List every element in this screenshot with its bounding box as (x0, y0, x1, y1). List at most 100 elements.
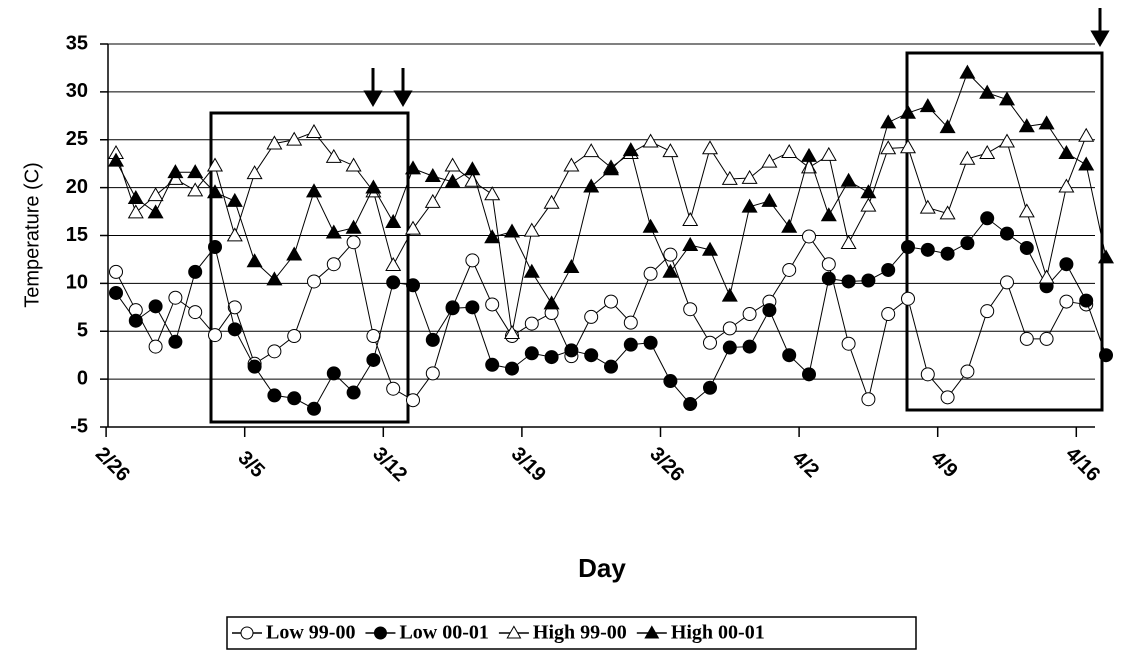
legend-label: Low 00-01 (399, 622, 488, 644)
point (345, 219, 362, 234)
point (722, 340, 737, 355)
point (188, 264, 203, 279)
point (1018, 118, 1035, 133)
point (602, 161, 620, 176)
point (1059, 294, 1074, 309)
point (444, 157, 461, 172)
point (325, 148, 342, 163)
point (465, 300, 480, 315)
point (821, 271, 836, 286)
point (107, 152, 125, 167)
point (583, 178, 600, 193)
point (662, 263, 679, 278)
point (128, 313, 143, 328)
point (424, 193, 441, 208)
point (1038, 115, 1055, 130)
point (643, 266, 658, 281)
point (959, 150, 976, 165)
point (187, 164, 204, 179)
x-tick-label: 4/9 (926, 447, 961, 482)
y-tick-label: 30 (66, 80, 88, 102)
legend-marker (240, 626, 254, 640)
point (741, 169, 758, 184)
point (1019, 240, 1034, 255)
point (385, 257, 402, 272)
point (980, 304, 995, 319)
point (861, 392, 876, 407)
x-axis-label: Day (578, 553, 626, 583)
point (860, 184, 877, 199)
point (623, 337, 638, 352)
legend-marker (644, 625, 660, 639)
point (901, 239, 915, 254)
point (168, 334, 183, 349)
point (584, 309, 599, 324)
point (505, 361, 519, 376)
point (287, 391, 302, 406)
point (524, 346, 539, 361)
y-tick-label: 15 (66, 224, 88, 246)
x-tick-label: 2/26 (91, 443, 134, 486)
point (1019, 331, 1034, 346)
point (148, 299, 163, 314)
point (802, 229, 816, 244)
point (563, 157, 580, 172)
point (1058, 144, 1075, 160)
point (206, 184, 224, 199)
series-line (115, 131, 1087, 334)
point (861, 273, 876, 288)
point (227, 300, 242, 315)
point (168, 290, 183, 305)
point (109, 264, 123, 279)
point (920, 367, 935, 382)
point (643, 335, 658, 350)
y-tick-label: 20 (66, 176, 88, 198)
point (979, 84, 996, 99)
point (741, 198, 758, 213)
point (266, 271, 283, 286)
point (920, 242, 935, 257)
point (147, 187, 164, 202)
point (465, 253, 480, 268)
point (127, 204, 144, 219)
point (998, 133, 1016, 148)
point (1058, 178, 1075, 193)
point (820, 207, 837, 222)
point (880, 114, 897, 129)
point (286, 131, 303, 146)
point (523, 222, 540, 237)
point (484, 186, 501, 201)
point (703, 335, 717, 350)
point (425, 332, 440, 347)
point (1039, 331, 1054, 346)
point (662, 143, 679, 158)
x-tick-label: 4/16 (1061, 443, 1104, 486)
point (899, 139, 917, 154)
point (721, 287, 738, 302)
point (1099, 348, 1113, 363)
point (187, 182, 204, 197)
point (206, 157, 224, 172)
point (802, 367, 816, 382)
point (286, 246, 303, 261)
point (623, 315, 638, 330)
x-tick-label: 3/19 (507, 443, 550, 486)
point (841, 336, 856, 351)
point (287, 329, 302, 344)
point (1018, 203, 1035, 218)
point (1038, 269, 1055, 284)
point (939, 205, 956, 220)
point (503, 223, 521, 238)
point (604, 294, 618, 309)
point (326, 257, 341, 272)
point (682, 236, 699, 251)
point (167, 164, 184, 179)
point (782, 262, 797, 277)
point (742, 339, 757, 354)
y-tick-label: 10 (66, 272, 88, 294)
point (860, 197, 877, 212)
point (800, 147, 818, 162)
point (899, 104, 917, 119)
point (642, 133, 659, 148)
